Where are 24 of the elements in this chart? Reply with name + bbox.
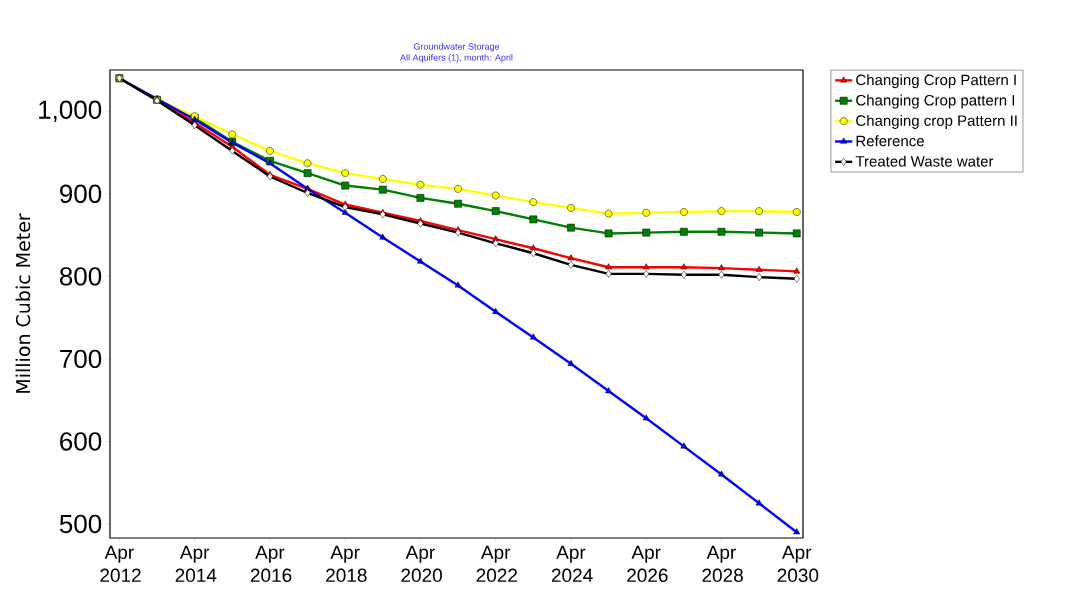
x-tick-label: Apr 2018: [326, 545, 367, 583]
legend-label: Changing Crop Pattern I: [856, 74, 1016, 89]
x-tick-label: Apr 2026: [627, 545, 668, 583]
x-tick-label: Apr 2020: [401, 545, 442, 583]
y-tick-label: 1,000: [39, 100, 102, 123]
y-tick-label: 600: [60, 432, 102, 451]
x-tick-label: Apr 2014: [175, 545, 217, 583]
y-tick-label: 700: [60, 349, 102, 369]
x-tick-label: Apr 2012: [100, 545, 141, 583]
chart-subtitle: All Aquifers (1), month: April: [400, 54, 513, 63]
x-tick-label: Apr 2028: [702, 545, 743, 583]
x-tick-label: Apr 2016: [250, 545, 292, 583]
legend-label: Changing crop Pattern II: [856, 114, 1017, 129]
x-tick-label: Apr 2024: [551, 545, 593, 583]
y-tick-label: 900: [60, 184, 102, 204]
chart-title: Groundwater Storage: [413, 43, 500, 52]
legend-label: Treated Waste water: [855, 155, 994, 167]
y-tick-label: 500: [59, 514, 102, 534]
x-tick-label: Apr 2022: [476, 545, 518, 583]
y-axis-title: Million Cubic Meter: [15, 213, 31, 393]
x-tick-label: Apr 2030: [777, 545, 819, 583]
legend-label: Reference: [856, 135, 924, 147]
legend-label: Changing Crop pattern I: [856, 94, 1015, 109]
y-tick-label: 800: [59, 267, 102, 286]
